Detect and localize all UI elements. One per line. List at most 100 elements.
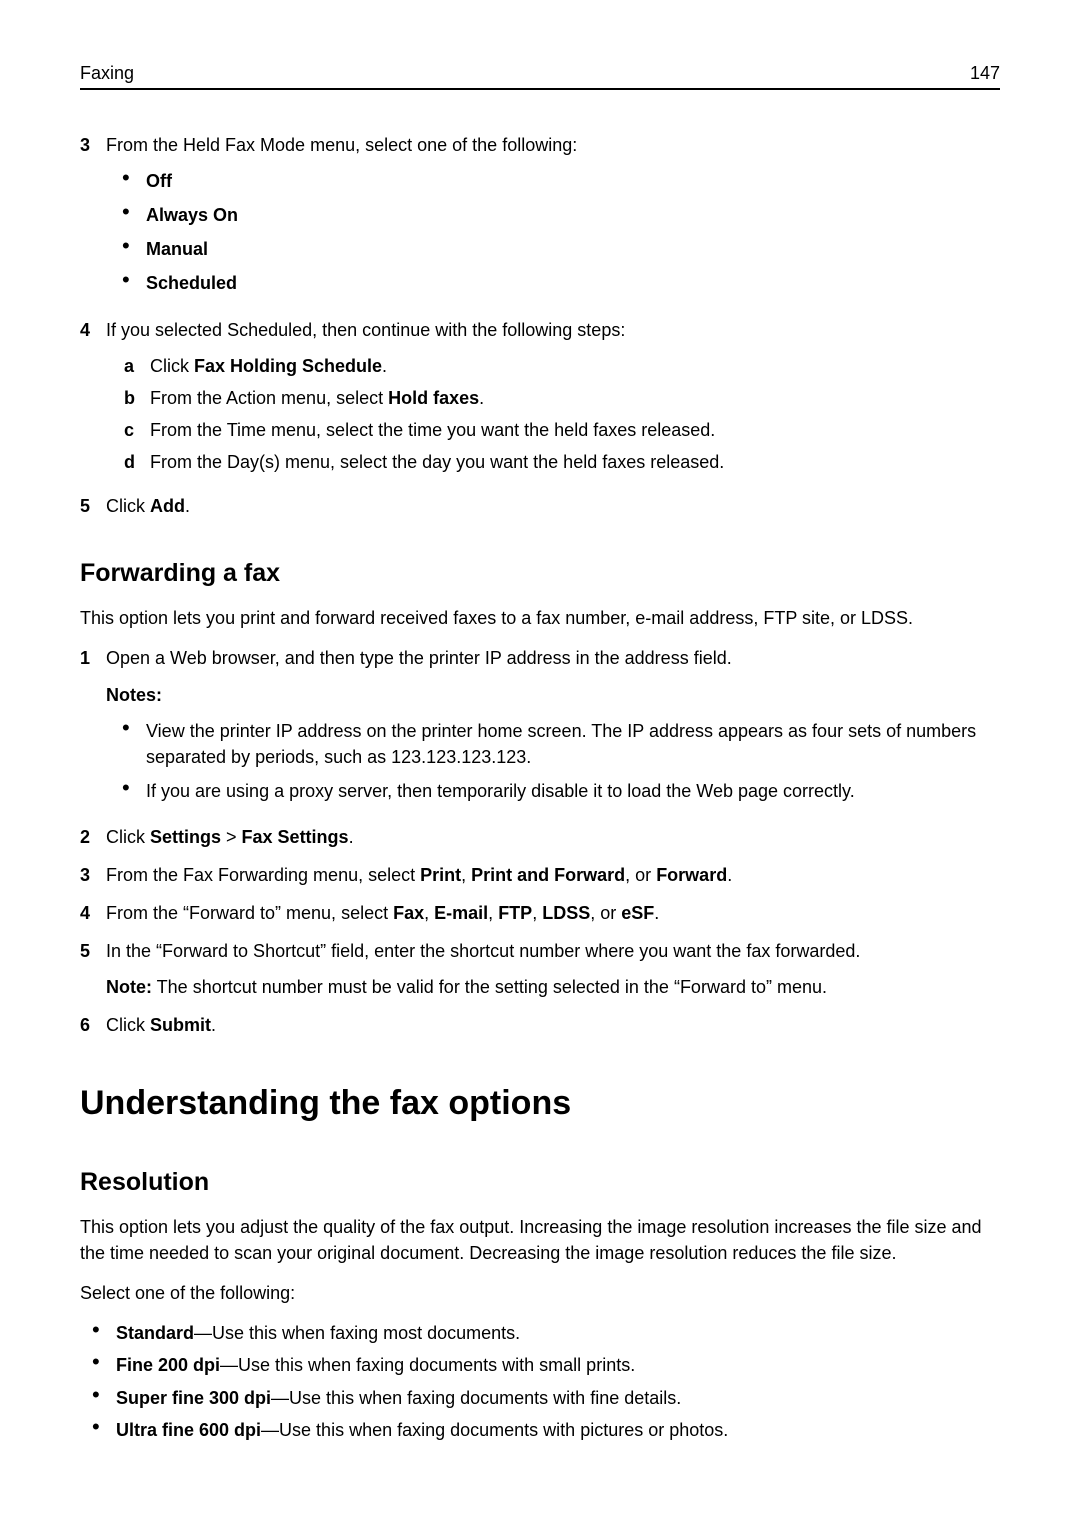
text: , or: [590, 903, 621, 923]
page-header: Faxing 147: [80, 60, 1000, 90]
step-text: Open a Web browser, and then type the pr…: [106, 648, 732, 668]
bold: Standard: [116, 1323, 194, 1343]
bold: Hold faxes: [388, 388, 479, 408]
text: , or: [625, 865, 656, 885]
fwd-step-1: 1 Open a Web browser, and then type the …: [80, 645, 1000, 811]
scheduled-substeps: a Click Fax Holding Schedule. b From the…: [106, 353, 1000, 475]
text: —Use this when faxing documents with sma…: [220, 1355, 635, 1375]
notes-list: View the printer IP address on the print…: [106, 718, 1000, 804]
fwd-step-2: 2 Click Settings > Fax Settings.: [80, 824, 1000, 850]
bold: Print and Forward: [471, 865, 625, 885]
step-number: 5: [80, 493, 106, 519]
text: From the Fax Forwarding menu, select: [106, 865, 420, 885]
note-text: The shortcut number must be valid for th…: [152, 977, 827, 997]
text: ,: [532, 903, 542, 923]
bold: Add: [150, 496, 185, 516]
bold: Fine 200 dpi: [116, 1355, 220, 1375]
text: >: [221, 827, 242, 847]
header-page-number: 147: [970, 60, 1000, 86]
resolution-heading: Resolution: [80, 1164, 1000, 1200]
substep-a: a Click Fax Holding Schedule.: [124, 353, 1000, 379]
fwd-step-3: 3 From the Fax Forwarding menu, select P…: [80, 862, 1000, 888]
option-label: Off: [146, 171, 172, 191]
text: .: [349, 827, 354, 847]
step-number: 6: [80, 1012, 106, 1038]
fwd-step-6: 6 Click Submit.: [80, 1012, 1000, 1038]
text: Click: [106, 827, 150, 847]
step-number: 2: [80, 824, 106, 850]
text: From the Action menu, select: [150, 388, 388, 408]
forwarding-intro: This option lets you print and forward r…: [80, 605, 1000, 631]
option-manual: Manual: [122, 236, 1000, 262]
note-label: Note:: [106, 977, 152, 997]
step-3: 3 From the Held Fax Mode menu, select on…: [80, 132, 1000, 304]
fwd-step-4: 4 From the “Forward to” menu, select Fax…: [80, 900, 1000, 926]
bold: E‑mail: [434, 903, 488, 923]
substep-letter: a: [124, 353, 150, 379]
notes-label: Notes:: [106, 682, 1000, 708]
text: From the Day(s) menu, select the day you…: [150, 449, 724, 475]
option-off: Off: [122, 168, 1000, 194]
bold: Fax Settings: [242, 827, 349, 847]
bold: Submit: [150, 1015, 211, 1035]
bold: LDSS: [542, 903, 590, 923]
substep-letter: c: [124, 417, 150, 443]
bold: Settings: [150, 827, 221, 847]
options-heading: Understanding the fax options: [80, 1079, 1000, 1128]
text: .: [479, 388, 484, 408]
step-number: 5: [80, 938, 106, 1000]
substep-letter: d: [124, 449, 150, 475]
text: .: [211, 1015, 216, 1035]
step-text: If you selected Scheduled, then continue…: [106, 320, 625, 340]
step-number: 4: [80, 317, 106, 481]
step-number: 1: [80, 645, 106, 811]
text: ,: [424, 903, 434, 923]
bold: Fax Holding Schedule: [194, 356, 382, 376]
resolution-options: Standard—Use this when faxing most docum…: [80, 1320, 1000, 1442]
fwd-step-5: 5 In the “Forward to Shortcut” field, en…: [80, 938, 1000, 1000]
header-left: Faxing: [80, 60, 134, 86]
text: —Use this when faxing most documents.: [194, 1323, 520, 1343]
text: Click: [106, 496, 150, 516]
text: ,: [461, 865, 471, 885]
option-scheduled: Scheduled: [122, 270, 1000, 296]
note-item: View the printer IP address on the print…: [122, 718, 1000, 770]
option-always-on: Always On: [122, 202, 1000, 228]
text: .: [727, 865, 732, 885]
res-option-fine: Fine 200 dpi—Use this when faxing docume…: [92, 1352, 1000, 1378]
bold: eSF: [621, 903, 654, 923]
step-text: In the “Forward to Shortcut” field, ente…: [106, 941, 860, 961]
step-5: 5 Click Add.: [80, 493, 1000, 519]
text: From the Time menu, select the time you …: [150, 417, 715, 443]
bold: Fax: [393, 903, 424, 923]
substep-c: c From the Time menu, select the time yo…: [124, 417, 1000, 443]
step-number: 3: [80, 862, 106, 888]
held-fax-options: Off Always On Manual Scheduled: [106, 168, 1000, 296]
res-option-standard: Standard—Use this when faxing most docum…: [92, 1320, 1000, 1346]
substep-b: b From the Action menu, select Hold faxe…: [124, 385, 1000, 411]
res-option-ultra-fine: Ultra fine 600 dpi—Use this when faxing …: [92, 1417, 1000, 1443]
step-4: 4 If you selected Scheduled, then contin…: [80, 317, 1000, 481]
bold: Print: [420, 865, 461, 885]
text: .: [382, 356, 387, 376]
held-fax-steps: 3 From the Held Fax Mode menu, select on…: [80, 132, 1000, 519]
text: Click: [150, 356, 194, 376]
bold: Super fine 300 dpi: [116, 1388, 271, 1408]
note-item: If you are using a proxy server, then te…: [122, 778, 1000, 804]
text: —Use this when faxing documents with pic…: [261, 1420, 728, 1440]
substep-letter: b: [124, 385, 150, 411]
resolution-p1: This option lets you adjust the quality …: [80, 1214, 1000, 1266]
bold: FTP: [498, 903, 532, 923]
forwarding-heading: Forwarding a fax: [80, 555, 1000, 591]
option-label: Scheduled: [146, 273, 237, 293]
option-label: Always On: [146, 205, 238, 225]
bold: Forward: [656, 865, 727, 885]
step-text: From the Held Fax Mode menu, select one …: [106, 135, 577, 155]
substep-d: d From the Day(s) menu, select the day y…: [124, 449, 1000, 475]
text: From the “Forward to” menu, select: [106, 903, 393, 923]
text: —Use this when faxing documents with fin…: [271, 1388, 681, 1408]
resolution-p2: Select one of the following:: [80, 1280, 1000, 1306]
step-number: 3: [80, 132, 106, 304]
text: Click: [106, 1015, 150, 1035]
bold: Ultra fine 600 dpi: [116, 1420, 261, 1440]
